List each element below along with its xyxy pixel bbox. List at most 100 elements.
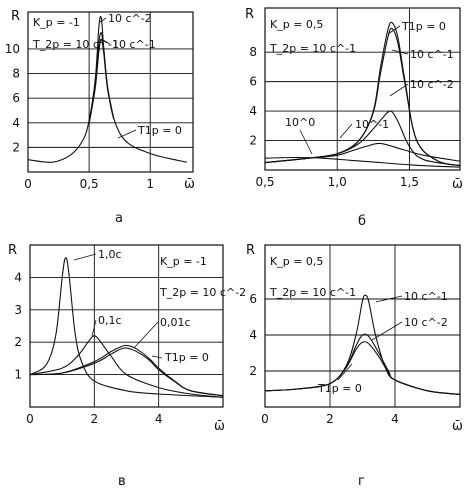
panel-b-series-10-c-1-low	[264, 142, 461, 164]
panel-d-param-t2p: T_2p = 10 c^-1	[269, 286, 356, 299]
panel-a-param-t2p: T_2p = 10 c^-1	[32, 38, 119, 51]
panel-b-param-t2p: T_2p = 10 c^-1	[269, 42, 356, 55]
panel-b-ann-10e0: 10^0	[285, 116, 315, 129]
panel-c-series-t1p-0	[29, 347, 224, 397]
panel-c-ticks: 0 2 4 1 2 3 4	[14, 270, 162, 426]
panel-c-xtick-label: 2	[91, 412, 99, 426]
panel-a-ticks: 0 0,5 1 2 4 6 8 10	[5, 42, 154, 191]
panel-a-curves	[27, 15, 188, 163]
panel-b-grid	[265, 8, 460, 170]
panel-b-leader-1	[387, 25, 401, 35]
panel-d-series-10-c-1	[264, 294, 461, 395]
panel-a-leader-2	[102, 39, 111, 45]
panel-c-label: в	[118, 474, 126, 489]
panel-a-ann-t1p0: T1p = 0	[137, 124, 182, 137]
panel-c-frame	[29, 244, 224, 408]
panel-c-leader-4	[151, 355, 163, 359]
panel-a-ytick-label: 8	[12, 67, 20, 81]
panel-b-param-kp: K_p = 0,5	[270, 18, 323, 31]
panel-b-leader-3	[389, 83, 409, 97]
panel-b-ann-10c2: 10 c^-2	[410, 78, 454, 91]
panel-a-ytick-label: 6	[12, 91, 20, 105]
panel-a-series-t1p-0	[27, 15, 188, 163]
panel-d-xlabel: ω̄	[452, 419, 463, 434]
panel-d-label: г	[358, 474, 365, 489]
panel-d-series-t1p-0	[264, 341, 461, 395]
panel-c-leader-1	[73, 253, 97, 261]
panel-d-ytick-label: 2	[249, 364, 257, 378]
panel-d-ticks: 0 2 4 2 4 6	[249, 292, 398, 426]
panel-a-ann-10c1: 10 c^-1	[112, 38, 156, 51]
panel-d-ytick-label: 4	[249, 328, 257, 342]
panel-c-xtick-label: 4	[155, 412, 163, 426]
panel-d-ann-t1p0: T1p = 0	[317, 382, 362, 395]
panel-b-ytick-label: 8	[249, 45, 257, 59]
panel-d-ann-10c2: 10 c^-2	[404, 316, 448, 329]
panel-c-xtick-label: 0	[26, 412, 34, 426]
panel-a-leader-3	[117, 129, 137, 139]
panel-c-ylabel: R	[8, 243, 17, 258]
panel-c-ytick-label: 1	[14, 368, 22, 382]
panel-c-grid	[30, 245, 223, 407]
panel-b-ylabel: R	[245, 7, 254, 22]
panel-b-ytick-label: 4	[249, 104, 257, 118]
panel-a-xlabel: ω̄	[184, 177, 195, 192]
panel-b-ann-t1p0: T1p = 0	[401, 20, 446, 33]
panel-b-ticks: 0,5 1,0 1,5 2 4 6 8	[249, 45, 419, 189]
panel-b-series-10-c-2	[264, 110, 461, 167]
panel-d-series-10-c-2	[264, 333, 461, 395]
panel-d-leader-1	[375, 295, 403, 303]
panel-c-ytick-label: 3	[14, 303, 22, 317]
panel-b-xtick-label: 0,5	[255, 175, 274, 189]
panel-a-ytick-label: 10	[5, 42, 20, 56]
panel-b-xlabel: ω̄	[452, 177, 463, 192]
panel-b-xtick-label: 1,5	[400, 175, 419, 189]
panel-a-xtick-label: 1	[146, 177, 154, 191]
panel-b-xtick-label: 1,0	[328, 175, 347, 189]
panel-b-ann-10m1: 10^-1	[355, 118, 389, 131]
panel-a-ann-10c2: 10 c^-2	[108, 12, 152, 25]
panel-d-ytick-label: 6	[249, 292, 257, 306]
panel-b-leader-2	[391, 49, 409, 55]
panel-b-curves	[264, 21, 461, 168]
panel-d: 0 2 4 2 4 6 R ω̄ г K_p = 0,5 T_2p = 10 c^-1 1…	[246, 243, 463, 489]
panel-b-ann-10c1: 10 c^-1	[410, 48, 454, 61]
panel-c-param-t2p: T_2p = 10 c^-2	[159, 286, 246, 299]
panel-c-ytick-label: 2	[14, 335, 22, 349]
panel-b-frame	[264, 7, 461, 171]
panel-c-leader-2	[91, 319, 97, 337]
panel-d-frame	[264, 244, 461, 408]
panel-a-label: а	[115, 211, 123, 226]
panel-c-series-1-0c	[29, 257, 224, 398]
panel-a-ytick-label: 2	[12, 140, 20, 154]
panel-c-ytick-label: 4	[14, 270, 22, 284]
panel-c-ann-01c: 0,1c	[98, 314, 122, 327]
panel-d-xtick-label: 2	[326, 412, 334, 426]
panel-a-ylabel: R	[11, 9, 20, 24]
panel-a-series-10-c-1	[88, 38, 115, 125]
panel-a-param-kp: K_p = -1	[33, 16, 80, 29]
panel-b-label: б	[358, 214, 366, 229]
panel-d-xtick-label: 0	[261, 412, 269, 426]
panel-c-series-0-1c	[29, 335, 224, 398]
panel-a-leader-1	[99, 17, 107, 23]
panel-a-xtick-label: 0	[24, 177, 32, 191]
panel-b-series-10-c-0	[264, 156, 461, 168]
panel-c-ann-10c: 1,0c	[98, 248, 122, 261]
panel-d-curves	[264, 294, 461, 395]
panel-c-ann-001c: 0,01c	[160, 316, 191, 329]
panel-d-leader-2	[371, 321, 403, 341]
panel-d-xtick-label: 4	[391, 412, 399, 426]
panel-a: 0 0,5 1 2 4 6 8 10 R ω̄ а K_p = -1 T_2p = 10 c^…	[5, 9, 195, 226]
panel-b-leader-5	[299, 129, 313, 155]
panel-c-curves	[29, 257, 224, 398]
panel-b: 0,5 1,0 1,5 2 4 6 8 R ω̄ б K_p = 0,5 T_2p = 10…	[245, 7, 463, 229]
panel-a-ytick-label: 4	[12, 116, 20, 130]
panel-c: 0 2 4 1 2 3 4 R ω̄ в K_p = -1 T_2p = 10 c^-2 1…	[8, 243, 246, 489]
panel-a-xtick-label: 0,5	[80, 177, 99, 191]
panel-d-leader-3	[337, 363, 353, 381]
panel-c-leader-3	[133, 321, 159, 349]
panel-c-xlabel: ω̄	[214, 419, 225, 434]
panel-d-param-kp: K_p = 0,5	[270, 255, 323, 268]
